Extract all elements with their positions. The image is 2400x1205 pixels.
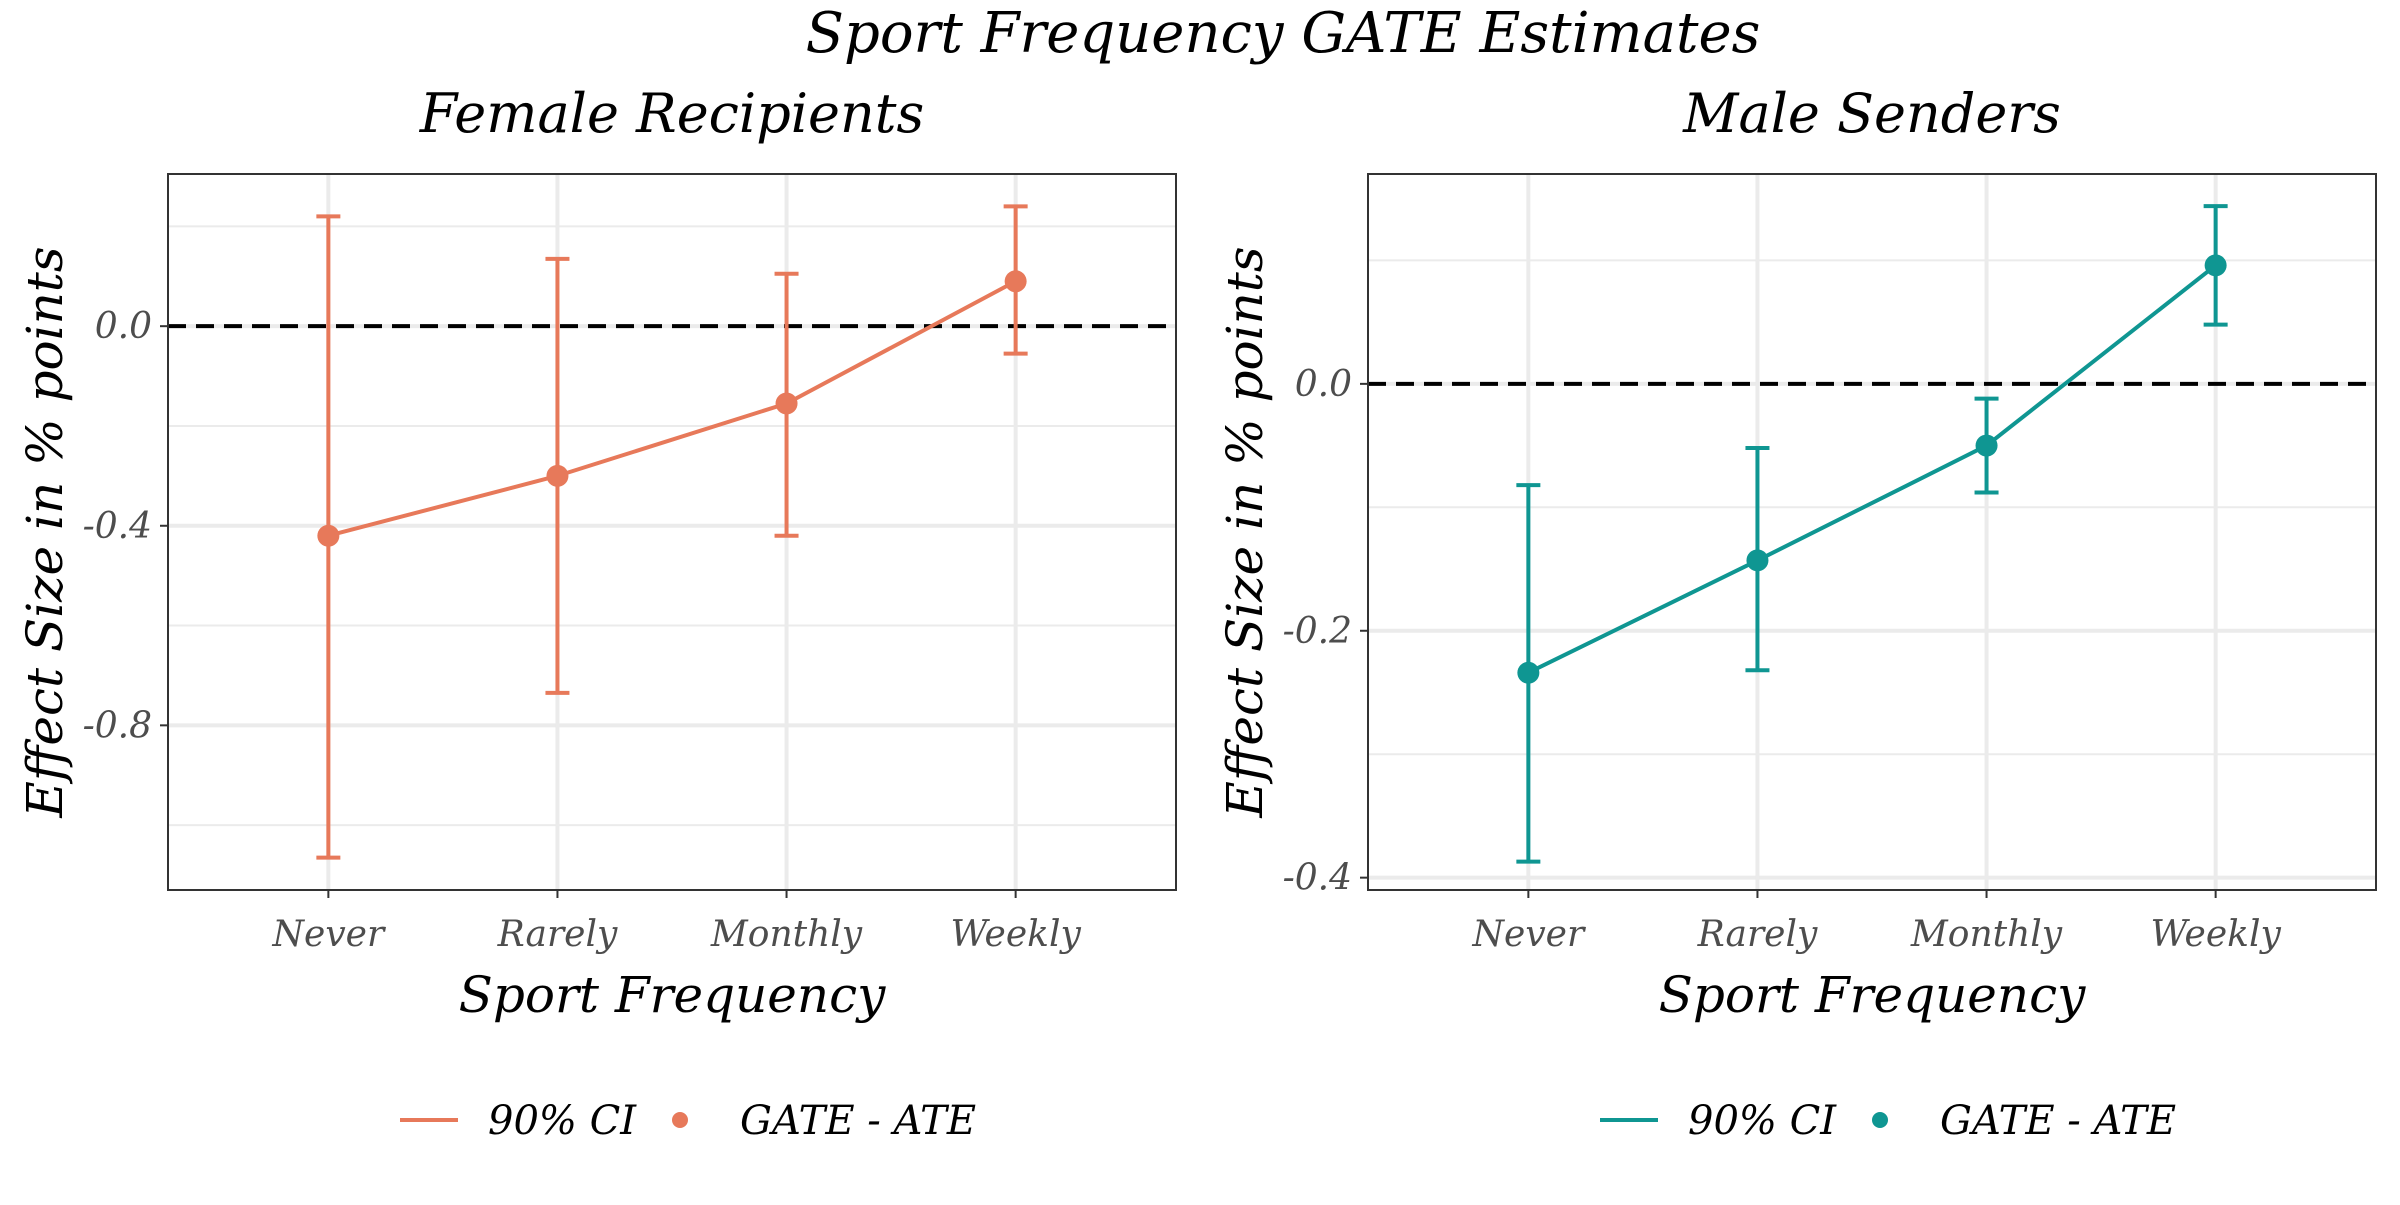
legend: 90% CI GATE - ATE xyxy=(1600,1098,2176,1144)
data-point-rarely xyxy=(1746,549,1769,572)
data-point-monthly xyxy=(1975,434,1998,457)
chart-title: Sport Frequency GATE Estimates xyxy=(806,1,1761,66)
y-tick-label: -0.8 xyxy=(83,705,152,746)
y-tick-label: 0.0 xyxy=(1295,364,1352,405)
x-tick-label: Rarely xyxy=(497,914,618,955)
legend-label-gate: GATE - ATE xyxy=(740,1098,976,1144)
x-tick-label: Never xyxy=(272,914,386,955)
y-tick-label: 0.0 xyxy=(95,306,152,347)
series-line xyxy=(1527,263,2217,675)
panel-title: Female Recipients xyxy=(419,82,924,145)
panel-2: Male Senders 0.0 -0.2 -0.4 Never Rarely Monthl… xyxy=(1216,82,2377,1144)
panel-border xyxy=(167,173,1177,891)
y-axis-title: Effect Size in % points xyxy=(16,246,74,818)
legend-point-key xyxy=(1872,1112,1888,1128)
plot-area xyxy=(1368,174,2376,890)
legend-label-ci: 90% CI xyxy=(1688,1098,1837,1144)
y-tick-label: -0.2 xyxy=(1283,611,1352,652)
legend-point-key xyxy=(672,1112,688,1128)
y-tick-label: -0.4 xyxy=(1283,858,1352,899)
y-axis-title: Effect Size in % points xyxy=(1216,246,1274,818)
data-point-monthly xyxy=(775,392,798,415)
legend-label-gate: GATE - ATE xyxy=(1940,1098,2176,1144)
panel-border xyxy=(1367,173,2377,891)
y-tick-label: -0.4 xyxy=(83,506,152,547)
legend: 90% CI GATE - ATE xyxy=(400,1098,976,1144)
data-point-never xyxy=(1517,661,1540,684)
x-tick-label: Rarely xyxy=(1697,914,1818,955)
x-axis-title: Sport Frequency xyxy=(1659,966,2086,1024)
legend-label-ci: 90% CI xyxy=(488,1098,637,1144)
x-tick-label: Never xyxy=(1472,914,1586,955)
panel-title: Male Senders xyxy=(1682,82,2061,145)
data-point-never xyxy=(317,524,340,547)
x-tick-label: Monthly xyxy=(1910,914,2063,955)
x-axis-title: Sport Frequency xyxy=(459,966,886,1024)
data-point-rarely xyxy=(546,464,569,487)
series-line xyxy=(327,279,1017,538)
x-tick-label: Monthly xyxy=(710,914,863,955)
data-point-weekly xyxy=(2204,254,2227,277)
x-tick-label: Weekly xyxy=(950,914,1081,955)
data-point-weekly xyxy=(1004,270,1027,293)
panel-1: Female Recipients 0.0 -0.4 -0.8 Never Rarely M… xyxy=(16,82,1177,1144)
x-tick-label: Weekly xyxy=(2150,914,2281,955)
